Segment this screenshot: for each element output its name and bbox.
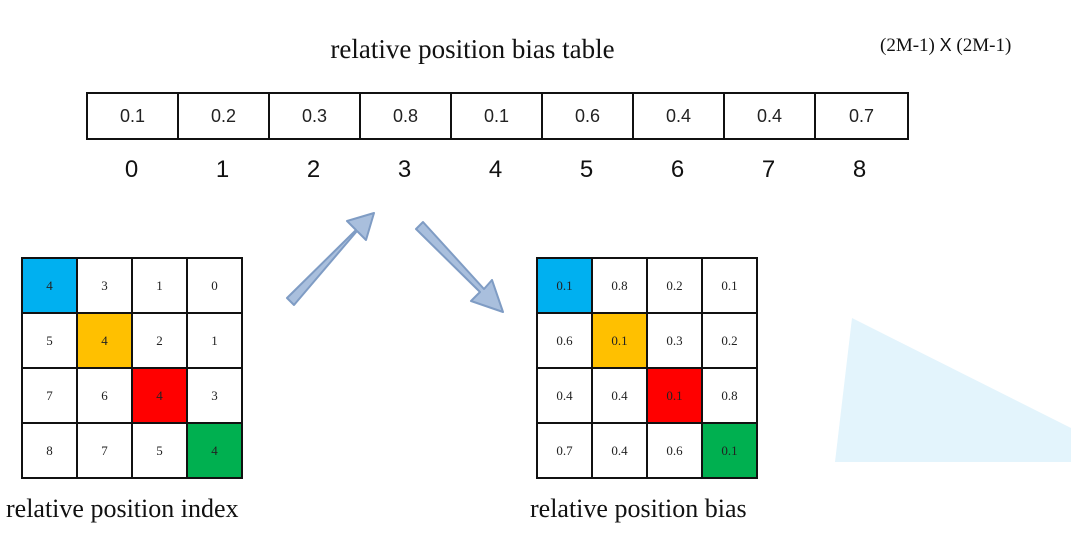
bias-grid-cell: 0.1 (703, 424, 758, 479)
index-grid-cell: 7 (78, 424, 133, 479)
bias-table-cell: 0.3 (270, 94, 361, 138)
relative-position-bias-grid: 0.1 0.8 0.2 0.1 0.6 0.1 0.3 0.2 0.4 0.4 0.1 0.8 0.7 0… (536, 257, 758, 479)
index-grid-cell: 3 (188, 369, 243, 424)
index-grid-cell: 5 (23, 314, 78, 369)
index-grid-cell: 4 (188, 424, 243, 479)
index-grid-cell: 7 (23, 369, 78, 424)
bias-grid-cell: 0.1 (648, 369, 703, 424)
index-grid-cell: 5 (133, 424, 188, 479)
bias-grid-cell: 0.6 (648, 424, 703, 479)
bias-grid-cell: 0.6 (538, 314, 593, 369)
bias-table: 0.1 0.2 0.3 0.8 0.1 0.6 0.4 0.4 0.7 (86, 92, 909, 140)
bias-table-cell: 0.2 (179, 94, 270, 138)
bias-table-index: 7 (761, 156, 776, 183)
up-arrow (286, 212, 375, 306)
bias-table-index: 8 (852, 156, 867, 183)
index-grid-cell: 4 (78, 314, 133, 369)
bias-table-index: 4 (488, 156, 503, 183)
index-grid-cell: 0 (188, 259, 243, 314)
index-grid-cell: 1 (188, 314, 243, 369)
bias-grid-cell: 0.8 (593, 259, 648, 314)
index-grid-caption: relative position index (6, 494, 239, 523)
index-grid-cell: 8 (23, 424, 78, 479)
bias-grid-cell: 0.4 (538, 369, 593, 424)
bias-table-index: 1 (215, 156, 230, 183)
bias-table-cell: 0.1 (452, 94, 543, 138)
index-grid-cell: 4 (133, 369, 188, 424)
index-grid-cell: 2 (133, 314, 188, 369)
bias-grid-cell: 0.3 (648, 314, 703, 369)
down-arrow (415, 221, 504, 313)
dims-left: (2M-1) (880, 35, 935, 56)
bias-table-cell: 0.1 (88, 94, 179, 138)
bias-grid-cell: 0.1 (593, 314, 648, 369)
bias-grid-cell: 0.4 (593, 369, 648, 424)
bias-grid-cell: 0.1 (538, 259, 593, 314)
bias-table-cell: 0.7 (848, 105, 875, 126)
bias-table-index: 2 (306, 156, 321, 183)
bias-grid-cell: 0.7 (538, 424, 593, 479)
bias-table-cell: 0.6 (543, 94, 634, 138)
bias-table-dimensions: (2M-1) X (2M-1) (880, 35, 1070, 57)
bias-grid-cell: 0.4 (593, 424, 648, 479)
bias-table-cell: 0.8 (361, 94, 452, 138)
bias-table-cell: 0.4 (634, 94, 725, 138)
bias-table-index: 3 (397, 156, 412, 183)
bias-grid-cell: 0.8 (703, 369, 758, 424)
background-watermark-shape (835, 318, 1071, 462)
index-grid-cell: 4 (23, 259, 78, 314)
dims-times: X (939, 35, 952, 55)
bias-table-title: relative position bias table (330, 34, 615, 64)
bias-table-cell: 0.4 (725, 94, 816, 138)
index-grid-cell: 3 (78, 259, 133, 314)
bias-grid-cell: 0.1 (703, 259, 758, 314)
index-grid-cell: 1 (133, 259, 188, 314)
bias-grid-caption: relative position bias (530, 494, 747, 523)
dims-right: (2M-1) (956, 35, 1012, 56)
index-grid-cell: 6 (78, 369, 133, 424)
bias-table-index: 0 (124, 156, 139, 183)
bias-grid-cell: 0.2 (648, 259, 703, 314)
bias-table-index: 6 (670, 156, 685, 183)
bias-grid-cell: 0.2 (703, 314, 758, 369)
bias-table-indices: 0 1 2 3 4 5 6 7 8 (86, 156, 905, 184)
bias-table-index: 5 (579, 156, 594, 183)
